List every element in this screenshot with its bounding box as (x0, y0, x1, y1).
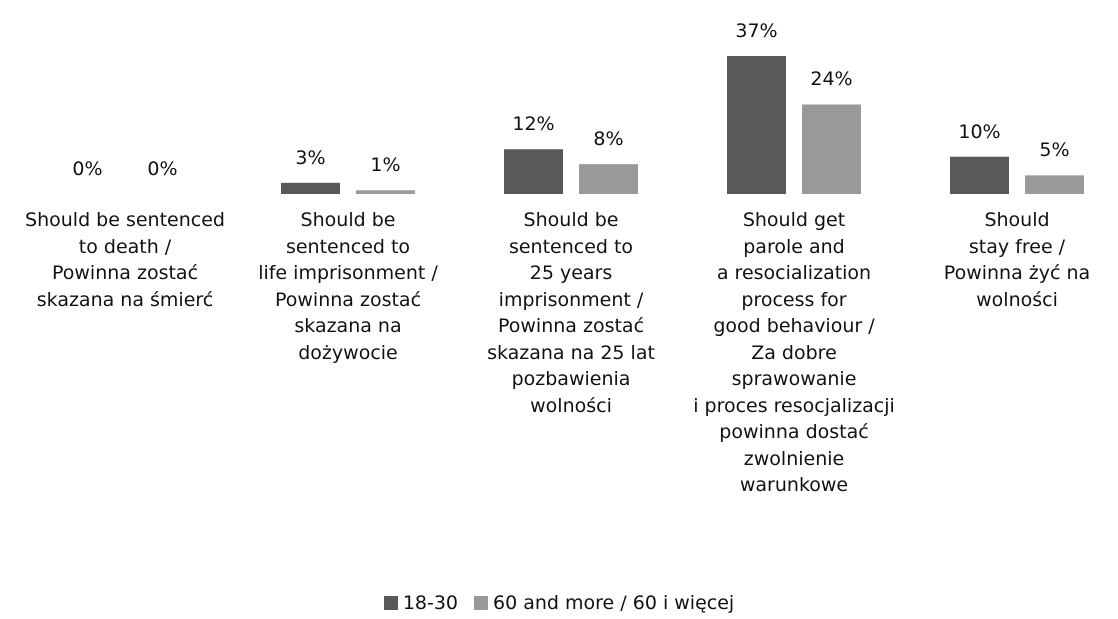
bar (504, 149, 563, 194)
category-label: Should be sentenced to death / Powinna z… (25, 209, 225, 311)
bar (1025, 175, 1084, 194)
category-label: Should stay free / Powinna żyć na wolnoś… (943, 209, 1091, 311)
bar (727, 56, 786, 194)
bar (579, 164, 638, 194)
value-label: 1% (370, 154, 401, 177)
value-label: 3% (295, 146, 326, 169)
bar (950, 156, 1009, 194)
bar (802, 104, 861, 194)
legend: 18-30 60 and more / 60 i więcej (0, 592, 1118, 615)
legend-label: 60 and more / 60 i więcej (493, 592, 735, 614)
legend-swatch (383, 596, 398, 610)
value-label: 0% (72, 158, 103, 180)
value-label: 24% (810, 68, 853, 91)
value-label: 8% (593, 128, 624, 151)
category-label: Should be sentenced to life imprisonment… (258, 209, 438, 364)
category-label: Should get parole and a resocialization … (693, 209, 895, 496)
value-label: 5% (1039, 139, 1070, 162)
category-label: Should be sentenced to 25 years imprison… (487, 209, 655, 417)
value-label: 0% (147, 158, 178, 180)
value-label: 12% (512, 113, 555, 136)
value-label: 37% (735, 20, 778, 42)
bar (281, 182, 340, 194)
legend-label: 18-30 (402, 592, 459, 614)
legend-item: 18-30 (383, 592, 459, 614)
legend-item: 60 and more / 60 i więcej (474, 592, 734, 614)
value-label: 10% (958, 120, 1001, 143)
legend-swatch (474, 596, 489, 610)
bar (356, 190, 415, 194)
